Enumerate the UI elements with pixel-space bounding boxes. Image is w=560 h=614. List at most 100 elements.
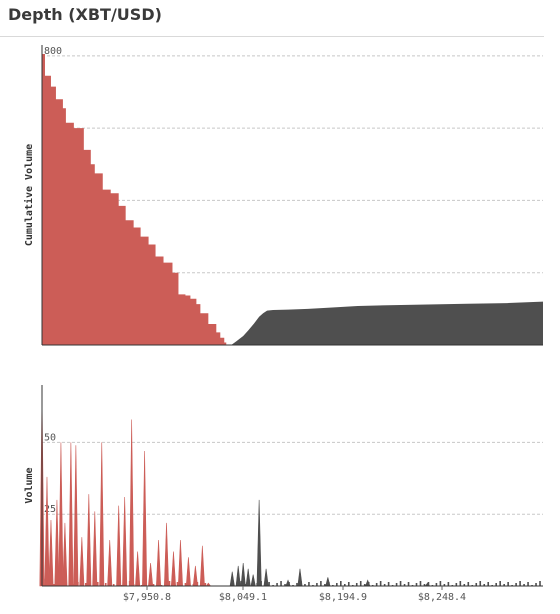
bid-volume-bar — [176, 582, 179, 586]
ask-volume-bar — [284, 584, 286, 586]
ask-volume-bar — [316, 583, 318, 586]
chart-title: Depth (XBT/USD) — [8, 5, 162, 24]
bid-volume-bar — [116, 582, 119, 586]
x-tick-label: $8,049.1 — [219, 592, 267, 603]
ask-volume-bar — [499, 581, 501, 586]
bid-volume-spike — [116, 505, 122, 587]
ask-volume-bar — [399, 581, 402, 586]
bid-volume-bar — [148, 581, 151, 586]
ask-volume-bar — [439, 581, 442, 586]
ask-volume-bar — [487, 582, 490, 586]
ask-volume-bar — [455, 583, 458, 586]
title-divider — [0, 36, 544, 37]
bid-volume-spike — [86, 494, 92, 587]
bid-volume-spike — [142, 451, 148, 587]
ask-volume-bar — [343, 584, 346, 586]
ask-volume-bar — [483, 584, 486, 586]
ask-volume-bar — [296, 583, 298, 586]
bid-volume-spike — [73, 445, 79, 587]
bid-volume-bar — [124, 583, 127, 586]
bid-volume-bar — [156, 582, 159, 586]
ask-volume-bar — [527, 582, 529, 586]
ask-volume-bar — [367, 582, 370, 586]
bid-volume-spike — [79, 537, 85, 587]
bid-volume-bar — [168, 581, 171, 586]
ask-volume-spike — [256, 499, 262, 587]
y-axis-label: Cumulative Volume — [23, 144, 35, 246]
bid-volume-spike — [129, 419, 135, 587]
bid-volume-spike — [44, 476, 50, 587]
bid-volume-bar — [69, 581, 71, 586]
bid-volume-bar — [53, 584, 55, 586]
bid-volume-bar — [152, 584, 155, 586]
bid-volume-bar — [77, 582, 79, 586]
ask-volume-bar — [336, 583, 338, 586]
bid-volume-bar — [108, 581, 111, 586]
bid-volume-bar — [96, 582, 99, 586]
bid-volume-bar — [164, 583, 167, 586]
ask-volume-bar — [503, 584, 505, 586]
bid-volume-bar — [204, 583, 207, 586]
bid-volume-bar — [196, 582, 199, 586]
bid-volume-bar — [49, 581, 51, 586]
ask-volume-bar — [443, 584, 446, 586]
ask-volume-bar — [288, 582, 290, 586]
ask-volume-spike — [263, 568, 269, 587]
ask-volume-spike — [250, 574, 256, 587]
ask-volume-bar — [347, 582, 350, 586]
ask-volume-bar — [423, 584, 426, 586]
ask-volume-bar — [276, 583, 278, 586]
bid-volume-bar — [104, 583, 107, 586]
ask-volume-bar — [479, 581, 482, 586]
ask-volume-bar — [324, 584, 326, 586]
ask-volume-bar — [340, 581, 342, 586]
ask-volume-bar — [515, 583, 517, 586]
bid-volume-bar — [92, 584, 95, 586]
ask-volume-bar — [248, 582, 250, 586]
bid-volume-bar — [136, 582, 139, 586]
bid-volume-bar — [85, 583, 87, 586]
bid-volume-bar — [132, 584, 135, 586]
ask-volume-bar — [300, 581, 302, 586]
bid-volume-spike — [92, 511, 98, 587]
ask-volume-bar — [256, 583, 258, 586]
ask-volume-bar — [379, 581, 382, 586]
bid-volume-spike — [156, 540, 162, 587]
ask-volume-bar — [403, 584, 406, 586]
y-axis-label: Volume — [24, 467, 35, 503]
x-tick-label: $8,194.9 — [319, 592, 367, 603]
ask-volume-bar — [539, 581, 541, 586]
ask-volume-bar — [507, 582, 509, 586]
ask-volume-bar — [427, 582, 430, 586]
bid-volume-spike — [48, 519, 54, 587]
ask-volume-bar — [419, 581, 422, 586]
bid-volume-spike — [122, 496, 128, 587]
ask-volume-bar — [463, 584, 466, 586]
bid-volume-spike — [170, 551, 176, 587]
ask-volume-bar — [363, 584, 366, 586]
bid-volume-spike — [177, 540, 183, 587]
bid-volume-bar — [172, 584, 175, 586]
bid-volume-spike — [62, 522, 68, 587]
ask-volume-spike — [229, 571, 235, 587]
ask-volume-bar — [244, 584, 246, 586]
ask-volume-bar — [475, 583, 478, 586]
ask-volume-spike — [235, 565, 241, 587]
ask-volume-bar — [435, 583, 438, 586]
ask-depth-area — [231, 301, 543, 345]
ask-volume-bar — [535, 583, 537, 586]
bid-volume-bar — [192, 584, 195, 586]
bid-volume-spike — [163, 522, 170, 587]
ask-volume-bar — [523, 584, 525, 586]
y-tick-label: 50 — [44, 432, 56, 443]
ask-volume-bar — [355, 583, 358, 586]
ask-volume-bar — [467, 582, 470, 586]
ask-volume-bar — [387, 582, 390, 586]
bid-volume-spike — [135, 551, 141, 587]
ask-volume-bar — [519, 581, 521, 586]
ask-volume-bar — [328, 582, 330, 586]
ask-volume-bar — [383, 584, 386, 586]
ask-volume-bar — [495, 583, 497, 586]
ask-volume-bar — [304, 584, 306, 586]
ask-volume-bar — [407, 582, 410, 586]
